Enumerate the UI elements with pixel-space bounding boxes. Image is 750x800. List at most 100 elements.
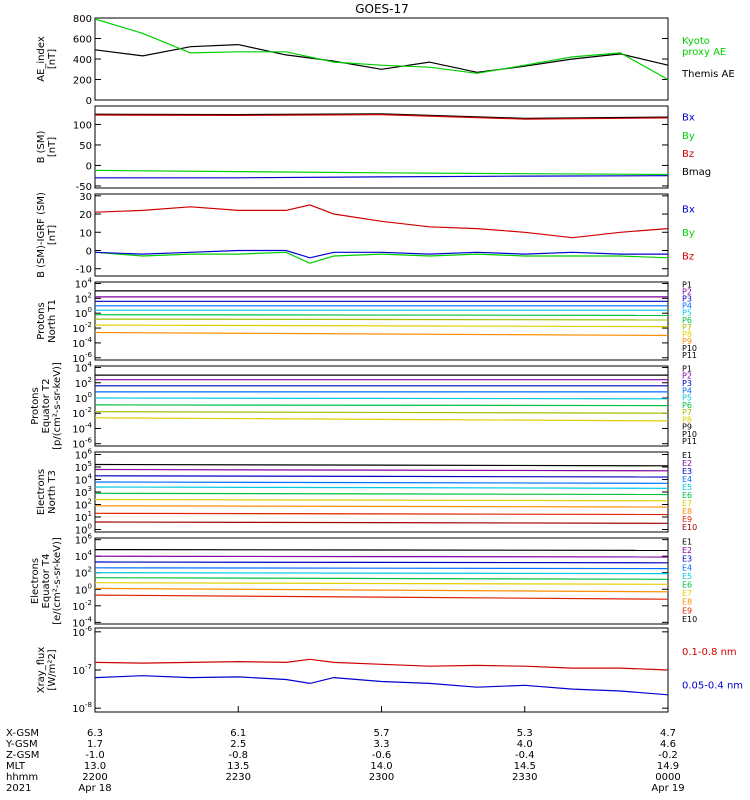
legend-p7: P7 bbox=[682, 323, 692, 332]
legend-e10: E10 bbox=[682, 615, 697, 624]
x-row-label: Z-GSM bbox=[6, 750, 39, 761]
y-tick-label: 0 bbox=[86, 96, 92, 107]
legend-p7: P7 bbox=[682, 408, 692, 417]
series-line-e5 bbox=[94, 486, 669, 489]
legend-e4: E4 bbox=[682, 563, 692, 572]
series-line-e10 bbox=[94, 521, 669, 524]
panel-electrons_t4: 10-4 10-2 100 102 104 106 ElectronsEquator T4[… bbox=[30, 533, 697, 630]
series-line-p6 bbox=[94, 404, 669, 407]
series-line-by bbox=[94, 251, 669, 264]
series-line-p9 bbox=[94, 331, 669, 337]
y-tick-label: 105 bbox=[75, 460, 92, 474]
panel-frame bbox=[94, 365, 669, 447]
series-line-0-1-0-8-nm bbox=[94, 658, 669, 671]
series-line-e3 bbox=[94, 475, 669, 478]
legend-e8: E8 bbox=[682, 598, 692, 607]
legend-e9: E9 bbox=[682, 515, 692, 524]
y-tick-label: 102 bbox=[75, 376, 92, 390]
legend-p1: P1 bbox=[682, 364, 692, 373]
x-tick-label: Apr 19 bbox=[651, 783, 684, 794]
series-line-e2 bbox=[94, 555, 669, 558]
legend-bz: Bz bbox=[682, 149, 694, 160]
legend-p6: P6 bbox=[682, 316, 692, 325]
panel-frame bbox=[94, 281, 669, 361]
y-tick-label: 102 bbox=[75, 291, 92, 305]
x-tick-label: 2300 bbox=[369, 772, 394, 783]
series-line-e5 bbox=[94, 572, 669, 575]
x-tick-label: 14.9 bbox=[657, 761, 679, 772]
legend-p9: P9 bbox=[682, 423, 692, 432]
legend-e1: E1 bbox=[682, 537, 692, 546]
y-tick-label: 104 bbox=[75, 361, 93, 375]
y-tick-label: 102 bbox=[75, 498, 92, 512]
legend-e2: E2 bbox=[682, 459, 692, 468]
legend-bx: Bx bbox=[682, 205, 695, 216]
legend-e4: E4 bbox=[682, 475, 692, 484]
legend-p8: P8 bbox=[682, 415, 692, 424]
x-tick-label: 2.5 bbox=[230, 739, 246, 750]
y-tick-label: 10-4 bbox=[72, 336, 92, 350]
series-line-p5 bbox=[94, 397, 669, 400]
y-tick-label: 10-6 bbox=[72, 351, 92, 365]
legend-e8: E8 bbox=[682, 507, 692, 516]
y-tick-label: 10-4 bbox=[72, 615, 92, 629]
y-tick-label: 10-8 bbox=[72, 701, 92, 715]
x-axis-readout: X-GSM 6.3 6.1 5.7 5.3 4.7 Y-GSM 1.7 2.5 3.3 4.0 4.6… bbox=[5, 706, 685, 794]
series-line-e1 bbox=[94, 463, 669, 467]
y-tick-label: 30 bbox=[79, 192, 92, 203]
x-tick-label: 13.0 bbox=[84, 761, 106, 772]
legend-p8: P8 bbox=[682, 330, 692, 339]
y-tick-label: 102 bbox=[75, 566, 92, 580]
x-tick-label: 2230 bbox=[226, 772, 251, 783]
legend-e6: E6 bbox=[682, 491, 692, 500]
y-tick-label: 101 bbox=[75, 510, 92, 524]
x-tick-label: 5.3 bbox=[517, 728, 533, 739]
y-tick-label: 10-2 bbox=[72, 406, 92, 420]
legend-e10: E10 bbox=[682, 523, 697, 532]
x-tick-label: 1.7 bbox=[87, 739, 103, 750]
y-tick-label: 106 bbox=[75, 448, 93, 462]
panel-bsm_igrf: -10 0 10 20 30 B (SM)-IGRF (SM)[nT] Bx By Bz bbox=[36, 192, 695, 278]
series-line-e6 bbox=[94, 577, 669, 580]
legend-e3: E3 bbox=[682, 555, 692, 564]
legend-themis-ae: Themis AE bbox=[681, 69, 735, 80]
legend-p10: P10 bbox=[682, 344, 697, 353]
panel-frame bbox=[94, 451, 669, 533]
y-tick-label: 0 bbox=[86, 161, 92, 172]
y-tick-label: 0 bbox=[86, 246, 92, 257]
series-line-e3 bbox=[94, 561, 669, 564]
series-line-p7 bbox=[94, 318, 669, 321]
legend-kyoto-proxy-ae: Kyoto proxy AE bbox=[682, 36, 726, 58]
series-line-e7 bbox=[94, 498, 669, 502]
legend-p4: P4 bbox=[682, 302, 692, 311]
series-line-bz bbox=[94, 113, 669, 120]
series-line-e8 bbox=[94, 505, 669, 508]
y-tick-label: 10-7 bbox=[72, 663, 92, 677]
y-tick-label: 10-2 bbox=[72, 321, 92, 335]
series-line-e9 bbox=[94, 512, 669, 516]
legend-p9: P9 bbox=[682, 337, 692, 346]
series-line-0-05-0-4-nm bbox=[94, 675, 669, 696]
legend-p6: P6 bbox=[682, 401, 692, 410]
legend-e5: E5 bbox=[682, 572, 692, 581]
legend-p11: P11 bbox=[682, 437, 697, 446]
series-line-e6 bbox=[94, 492, 669, 496]
x-tick-label: 6.3 bbox=[87, 728, 103, 739]
panel-frame bbox=[94, 627, 669, 713]
y-axis-label: ElectronsEquator T4[e/(cm²-s-sr-keV)] bbox=[30, 537, 63, 625]
legend-p5: P5 bbox=[682, 394, 692, 403]
y-tick-label: 100 bbox=[75, 582, 92, 596]
legend-e5: E5 bbox=[682, 483, 692, 492]
x-tick-label: 0000 bbox=[655, 772, 680, 783]
x-row-label: 2021 bbox=[6, 783, 31, 794]
series-line-bmag bbox=[94, 113, 669, 119]
series-line-bx bbox=[95, 175, 669, 179]
series-line-e4 bbox=[94, 481, 669, 484]
x-tick-label: 4.6 bbox=[660, 739, 676, 750]
series-line-p7 bbox=[94, 411, 669, 414]
legend-p2: P2 bbox=[682, 372, 692, 381]
y-axis-label: ProtonsEquator T2[p/(cm²-s-sr-keV)] bbox=[30, 362, 63, 450]
x-row-label: MLT bbox=[6, 761, 26, 772]
